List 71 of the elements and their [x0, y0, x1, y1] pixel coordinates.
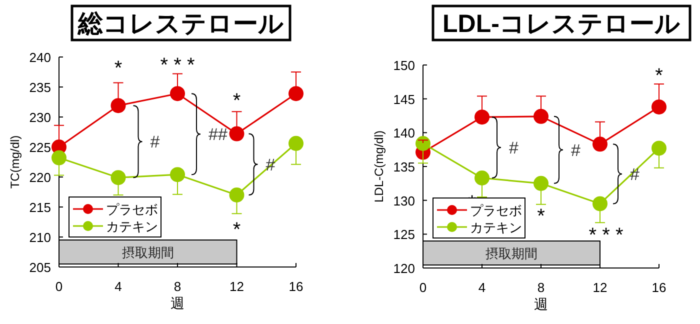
annotation: * [232, 90, 241, 112]
point [652, 140, 666, 156]
legend-label: プラセボ [106, 202, 158, 217]
annotation: * [114, 58, 122, 80]
y-tick-label: 130 [393, 193, 415, 208]
bracket: # [132, 105, 160, 178]
x-axis-title: 週 [534, 296, 548, 312]
annotation: # [630, 164, 640, 184]
annotation: * [537, 205, 546, 228]
point [170, 86, 185, 102]
bracket: # [554, 116, 580, 184]
x-tick-label: 16 [652, 280, 666, 295]
x-tick-label: 12 [230, 279, 244, 294]
y-tick-label: 225 [29, 140, 51, 155]
point [110, 98, 126, 114]
point [229, 188, 244, 202]
chart-title: 総コレステロール [77, 10, 284, 38]
point [288, 86, 304, 102]
chart-title: LDL-コレステロール [442, 10, 680, 38]
x-tick-label: 12 [592, 280, 608, 295]
annotation: # [509, 138, 519, 158]
point [288, 136, 304, 151]
point [474, 170, 490, 186]
y-tick-label: 120 [393, 261, 415, 276]
y-tick-label: 145 [393, 92, 415, 107]
bracket: # [612, 144, 640, 204]
y-tick-label: 220 [29, 170, 51, 185]
y-tick-label: 240 [29, 50, 51, 65]
point [229, 126, 244, 142]
legend-label: カテキン [470, 220, 522, 235]
y-tick-label: 210 [29, 230, 51, 245]
x-tick-label: 0 [419, 280, 427, 295]
annotation: * * * [588, 224, 624, 247]
y-axis-title: TC(mg/dl) [8, 135, 22, 189]
annotation: * [232, 219, 241, 241]
point [592, 136, 608, 152]
y-tick-label: 140 [393, 126, 415, 141]
band-label: 摂取期間 [122, 245, 174, 260]
y-tick-label: 205 [29, 260, 51, 275]
y-tick-label: 230 [29, 110, 51, 125]
legend-label: プラセボ [470, 203, 522, 218]
annotation: # [571, 140, 581, 160]
point [534, 108, 548, 124]
x-axis-title: 週 [170, 295, 184, 311]
bracket: # [492, 116, 518, 178]
y-tick-label: 150 [393, 58, 415, 73]
x-tick-label: 0 [55, 279, 63, 294]
y-axis-title: LDL-C(mg/dl) [372, 130, 386, 203]
x-tick-label: 8 [174, 279, 182, 294]
point [110, 170, 126, 186]
point [52, 150, 66, 166]
bracket: ## [191, 93, 228, 176]
annotation: * * * [160, 54, 195, 77]
legend-label: カテキン [106, 219, 158, 234]
annotation: # [150, 132, 160, 152]
annotation: ## [208, 125, 228, 144]
x-tick-label: 4 [478, 280, 486, 295]
point [474, 110, 490, 125]
y-tick-label: 125 [393, 227, 415, 242]
x-tick-label: 16 [288, 279, 304, 294]
point [534, 176, 548, 191]
y-tick-label: 235 [29, 80, 51, 95]
y-tick-label: 135 [393, 160, 415, 174]
band-label: 摂取期間 [486, 246, 538, 261]
y-tick-label: 215 [29, 200, 51, 215]
point [592, 196, 608, 212]
x-tick-label: 8 [537, 280, 545, 295]
point [170, 167, 185, 182]
point [652, 99, 666, 114]
x-tick-label: 4 [114, 279, 122, 294]
annotation: * [655, 64, 664, 87]
